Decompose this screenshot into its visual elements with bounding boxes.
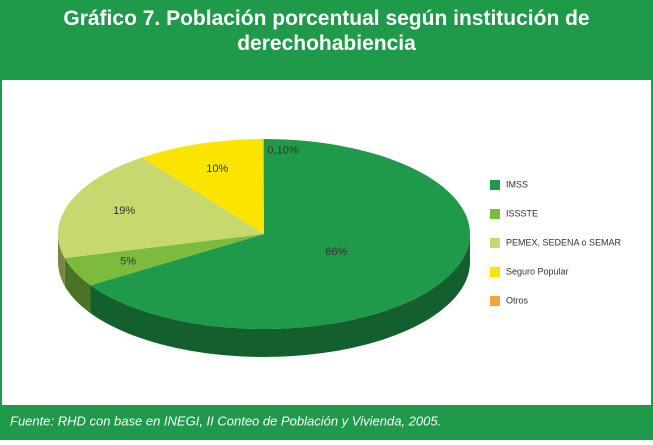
header [0,0,653,80]
data-label: 66% [325,246,347,258]
slice [90,139,470,330]
slice-side [64,258,91,314]
chart-title: Gráfico 7. Población porcentual según in… [63,7,590,55]
legend-swatch [490,180,500,190]
data-label: 5% [120,255,136,267]
legend-label: IMSS [506,179,528,189]
legend-label: ISSSTE [506,208,538,218]
footer [0,405,653,440]
data-label: 0,10% [267,144,298,156]
slice [64,234,264,286]
slice [58,157,265,259]
title-box: Gráfico 7. Población porcentual según in… [63,7,590,55]
legend-swatch [490,267,500,277]
legend-label: Seguro Popular [506,266,569,276]
legend-swatch [490,296,500,306]
slice-side [58,234,65,287]
legend-swatch [490,238,500,248]
slice [141,139,264,234]
data-label: 10% [206,163,228,175]
legend-label: Otros [506,295,529,305]
legend-swatch [490,209,500,219]
legend-label: PEMEX, SEDENA o SEMAR [506,237,622,247]
slice [262,139,264,234]
slice-side [90,234,470,358]
data-label: 19% [113,205,135,217]
source: Fuente: RHD con base en INEGI, II Conteo… [10,413,441,428]
